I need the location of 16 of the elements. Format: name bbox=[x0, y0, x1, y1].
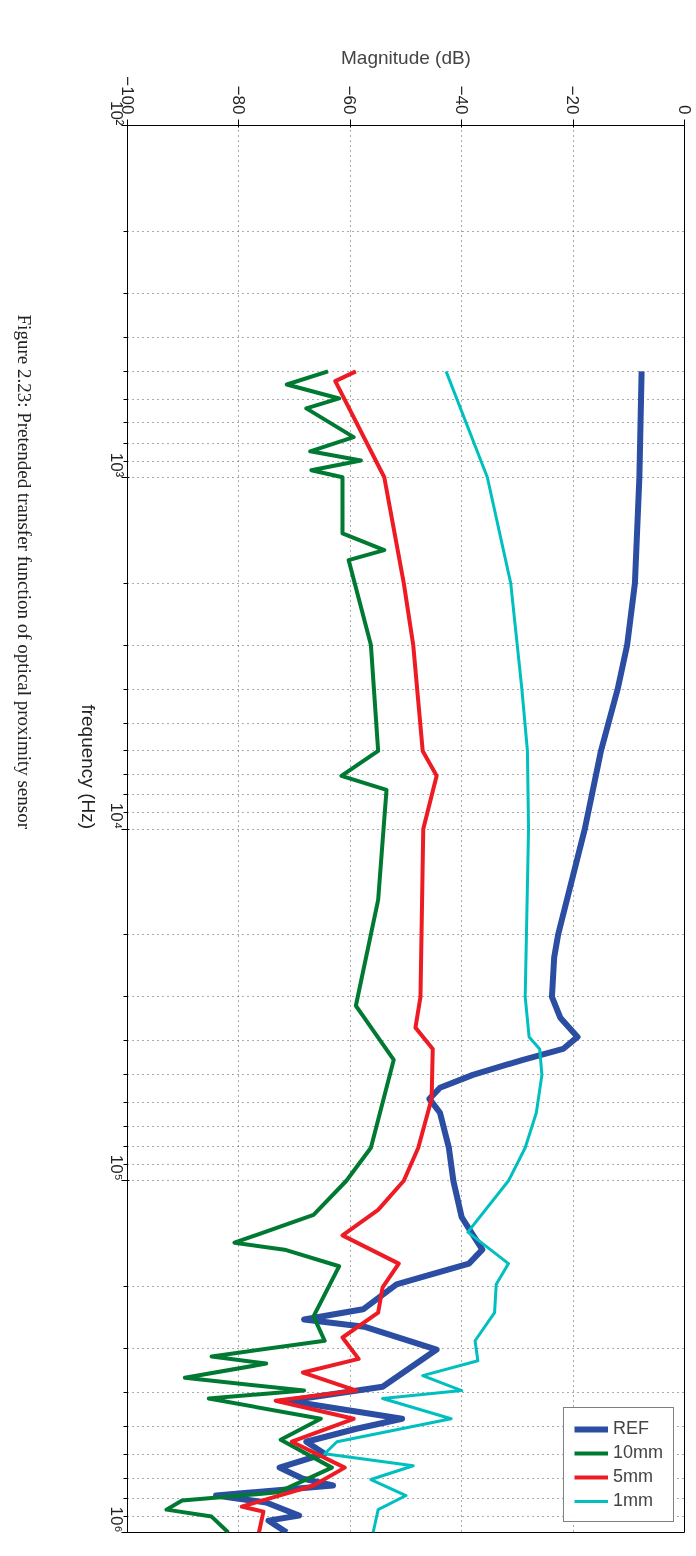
y-tick-label: 10³ bbox=[107, 452, 126, 478]
y-tick-label: 10⁶ bbox=[107, 1506, 126, 1533]
x-tick-label: −80 bbox=[228, 85, 248, 115]
y-tick-label: 10⁴ bbox=[107, 802, 126, 829]
legend-label: REF bbox=[612, 1418, 649, 1439]
x-axis-title: Magnitude (dB) bbox=[341, 47, 471, 69]
x-tick-label: −20 bbox=[563, 85, 583, 115]
legend-label: 10mm bbox=[612, 1442, 663, 1463]
x-tick-label: −60 bbox=[340, 85, 360, 115]
legend-label: 1mm bbox=[612, 1490, 653, 1511]
y-tick-label: 10⁵ bbox=[107, 1154, 126, 1181]
y-axis-title: frequency (Hz) bbox=[78, 704, 99, 830]
caption: Figure 2.23: Pretended transfer function of optical proximity sensor bbox=[14, 314, 35, 830]
x-tick-label: −40 bbox=[451, 85, 471, 115]
x-tick-label: 0 bbox=[674, 105, 694, 115]
legend-label: 5mm bbox=[612, 1466, 653, 1487]
